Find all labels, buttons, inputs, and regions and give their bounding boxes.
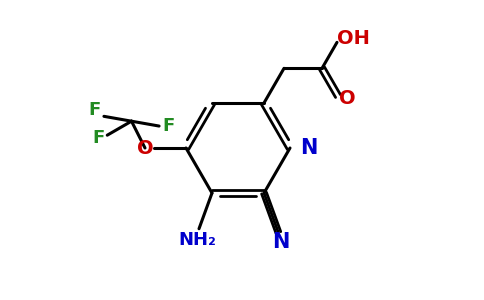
Text: F: F <box>92 129 105 147</box>
Text: F: F <box>162 117 174 135</box>
Text: O: O <box>136 139 153 158</box>
Text: F: F <box>89 101 101 119</box>
Text: OH: OH <box>336 29 369 48</box>
Text: N: N <box>272 232 289 251</box>
Text: O: O <box>339 88 355 107</box>
Text: NH₂: NH₂ <box>178 231 216 249</box>
Text: N: N <box>300 138 318 158</box>
